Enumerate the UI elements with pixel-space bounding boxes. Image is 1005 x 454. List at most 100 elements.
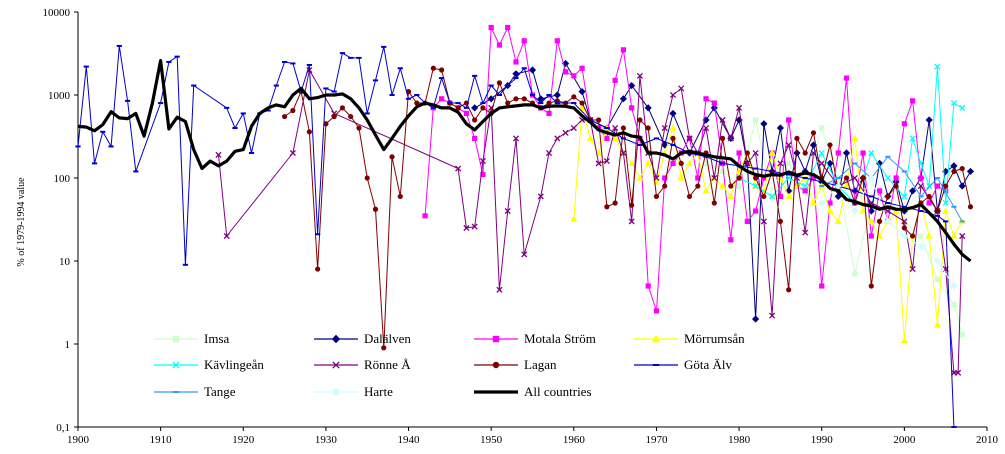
data-point: [331, 387, 341, 397]
data-point: [834, 192, 842, 201]
data-point: [339, 105, 346, 111]
data-point: [842, 149, 851, 157]
data-point: [786, 160, 792, 166]
data-point: [595, 160, 602, 167]
data-point: [315, 266, 321, 272]
data-point: [793, 149, 801, 157]
y-tick-label: 10: [59, 256, 71, 268]
legend-label: Göta Älv: [684, 357, 733, 372]
series-lagan: [281, 65, 974, 351]
data-point: [868, 233, 874, 239]
data-point: [834, 182, 842, 190]
data-point: [570, 124, 577, 132]
data-point: [909, 265, 916, 273]
data-point: [554, 135, 561, 142]
data-point: [867, 207, 875, 215]
series-line: [738, 66, 963, 204]
data-point: [959, 331, 965, 338]
data-point: [835, 150, 841, 156]
legend-label: Dalälven: [364, 331, 411, 346]
data-point: [172, 335, 180, 343]
data-point: [810, 149, 817, 157]
data-point: [736, 183, 742, 189]
data-point: [727, 192, 735, 200]
data-point: [546, 100, 552, 106]
data-point: [719, 168, 726, 175]
data-point: [900, 336, 908, 344]
series-line: [573, 107, 963, 342]
data-point: [951, 301, 957, 307]
data-point: [619, 95, 627, 103]
data-point: [612, 124, 619, 132]
data-point: [851, 174, 858, 182]
data-point: [909, 187, 917, 195]
data-point: [703, 160, 709, 166]
data-point: [645, 283, 651, 289]
data-point: [571, 73, 577, 79]
data-point: [719, 135, 726, 141]
data-point: [512, 70, 520, 78]
series-imsa: [703, 117, 965, 338]
legend-item: Göta Älv: [634, 357, 733, 372]
data-point: [867, 217, 875, 224]
data-point: [917, 242, 925, 250]
data-point: [521, 96, 527, 102]
data-point: [753, 208, 759, 214]
data-point: [644, 104, 652, 112]
data-point: [943, 188, 949, 194]
series-line: [705, 119, 963, 335]
data-point: [851, 134, 859, 141]
legend-label: Imsa: [204, 331, 230, 346]
data-point: [281, 113, 288, 120]
data-point: [480, 171, 486, 178]
data-point: [867, 174, 875, 182]
data-point: [934, 208, 941, 214]
legend-item: Motala Ström: [474, 331, 596, 346]
data-point: [776, 124, 785, 132]
data-point: [521, 251, 528, 258]
series-line: [218, 69, 963, 374]
legend-label: Kävlingeån: [204, 357, 264, 372]
data-point: [571, 94, 577, 100]
y-tick-label: 10000: [43, 7, 71, 19]
data-point: [950, 232, 958, 239]
data-point: [711, 100, 717, 106]
data-point: [430, 65, 436, 71]
y-axis-title: % of 1979-1994 value: [16, 177, 27, 267]
data-point: [480, 105, 486, 111]
data-point: [678, 85, 685, 92]
series-harte: [818, 174, 958, 290]
data-point: [950, 162, 958, 170]
y-tick-label: 1: [65, 339, 71, 351]
data-point: [496, 286, 503, 293]
data-point: [786, 287, 792, 293]
data-point: [669, 91, 677, 99]
data-point: [926, 193, 932, 200]
data-point: [471, 104, 479, 112]
data-point: [290, 107, 296, 114]
data-point: [827, 200, 833, 206]
data-point: [620, 149, 627, 157]
x-tick-label: 1990: [811, 434, 834, 446]
data-point: [537, 95, 545, 103]
data-point: [860, 175, 866, 181]
data-point: [662, 183, 668, 189]
data-point: [628, 81, 636, 90]
data-point: [909, 135, 916, 142]
data-point: [637, 117, 643, 123]
x-tick-label: 2010: [976, 434, 999, 446]
data-point: [868, 149, 875, 157]
data-point: [761, 193, 767, 200]
data-point: [492, 335, 500, 343]
data-point: [586, 134, 594, 141]
data-point: [785, 192, 793, 200]
data-point: [893, 183, 899, 189]
y-tick-label: 0,1: [56, 422, 70, 434]
data-point: [851, 207, 859, 215]
x-tick-label: 2000: [893, 434, 916, 446]
data-point: [512, 135, 520, 142]
data-point: [215, 151, 222, 158]
legend-item: All countries: [474, 384, 592, 399]
data-point: [943, 183, 949, 189]
